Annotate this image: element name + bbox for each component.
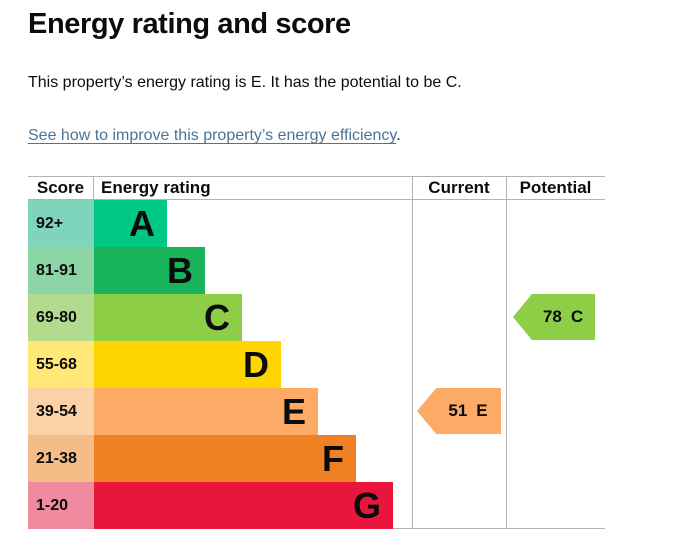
- improve-link-line: See how to improve this property’s energ…: [28, 127, 401, 145]
- band-bar-f: F: [94, 435, 356, 482]
- improve-efficiency-link[interactable]: See how to improve this property’s energ…: [28, 127, 397, 144]
- page-title: Energy rating and score: [28, 8, 351, 40]
- epc-band-row-e: 39-54 E: [28, 388, 393, 435]
- score-range-a: 92+: [28, 200, 94, 247]
- band-bar-a: A: [94, 200, 167, 247]
- epc-band-row-d: 55-68 D: [28, 341, 393, 388]
- band-bar-d: D: [94, 341, 281, 388]
- link-suffix-period: .: [396, 127, 401, 144]
- epc-band-row-f: 21-38 F: [28, 435, 393, 482]
- epc-header-row: Score Energy rating Current Potential: [28, 176, 605, 200]
- score-range-g: 1-20: [28, 482, 94, 529]
- epc-chart: Score Energy rating Current Potential 92…: [28, 176, 605, 529]
- score-range-c: 69-80: [28, 294, 94, 341]
- epc-band-row-c: 69-80 C: [28, 294, 393, 341]
- potential-grade-letter: C: [570, 307, 584, 326]
- score-range-f: 21-38: [28, 435, 94, 482]
- potential-rating-arrow: 78 C: [513, 294, 595, 340]
- potential-score-value: 78: [542, 307, 562, 326]
- column-header-current: Current: [428, 178, 490, 197]
- current-rating-arrow: 51 E: [417, 388, 501, 434]
- epc-band-row-a: 92+ A: [28, 200, 393, 247]
- band-bar-e: E: [94, 388, 318, 435]
- band-bar-c: C: [94, 294, 242, 341]
- column-header-energy-rating: Energy rating: [101, 178, 211, 197]
- score-range-b: 81-91: [28, 247, 94, 294]
- band-bar-g: G: [94, 482, 393, 529]
- score-range-e: 39-54: [28, 388, 94, 435]
- potential-column-divider: [506, 176, 507, 528]
- column-header-potential: Potential: [519, 178, 592, 197]
- current-score-value: 51: [448, 401, 468, 420]
- epc-band-row-g: 1-20 G: [28, 482, 393, 529]
- summary-text: This property’s energy rating is E. It h…: [28, 74, 462, 91]
- epc-bands: 92+ A 81-91 B 69-80 C 55-68 D 39-54 E 21-38 F 1-20 G: [28, 200, 393, 529]
- current-grade-letter: E: [476, 401, 488, 420]
- score-range-d: 55-68: [28, 341, 94, 388]
- epc-band-row-b: 81-91 B: [28, 247, 393, 294]
- column-header-score: Score: [28, 177, 94, 199]
- current-column-divider: [412, 176, 413, 528]
- band-bar-b: B: [94, 247, 205, 294]
